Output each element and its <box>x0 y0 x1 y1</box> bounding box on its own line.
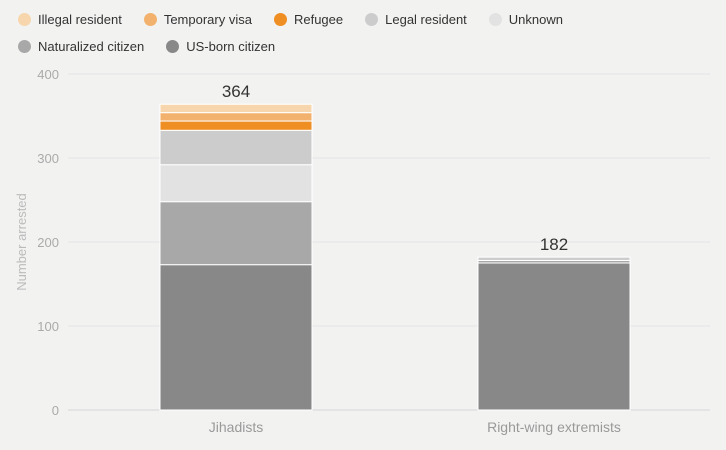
y-tick-label-300: 300 <box>37 151 59 166</box>
legend-label-illegal-resident: Illegal resident <box>38 12 122 27</box>
legend-label-legal-resident: Legal resident <box>385 12 467 27</box>
legend-label-temporary-visa: Temporary visa <box>163 12 252 27</box>
legend-item-temporary-visa: Temporary visa <box>143 12 252 27</box>
legend-swatch-us-born-citizen <box>166 40 180 53</box>
x-tick-label-jihadists: Jihadists <box>209 419 263 435</box>
bar-segment-jihadists-unknown <box>159 164 313 203</box>
total-label-right-wing-extremists: 182 <box>540 235 568 254</box>
y-axis-label: Number arrested <box>14 193 29 291</box>
legend-swatch-temporary-visa <box>143 13 157 26</box>
legend-label-naturalized-citizen: Naturalized citizen <box>38 39 145 54</box>
y-tick-label-200: 200 <box>37 235 59 250</box>
legend-item-refugee: Refugee <box>273 12 344 27</box>
y-tick-label-100: 100 <box>37 319 59 334</box>
legend-swatch-legal-resident <box>365 13 379 26</box>
total-label-jihadists: 364 <box>222 82 250 101</box>
legend-swatch-illegal-resident <box>18 13 31 26</box>
bar-segment-jihadists-illegal-resident <box>159 103 313 114</box>
legend-item-legal-resident: Legal resident <box>365 12 467 27</box>
bar-segment-jihadists-temporary-visa <box>159 112 313 122</box>
legend-item-unknown: Unknown <box>488 12 563 27</box>
legend-item-naturalized-citizen: Naturalized citizen <box>18 39 144 54</box>
bar-segment-jihadists-legal-resident <box>159 129 313 166</box>
legend: Illegal resident Temporary visa Refugee Leg… <box>18 12 718 54</box>
legend-label-refugee: Refugee <box>293 12 344 27</box>
x-tick-label-right-wing-extremists: Right-wing extremists <box>487 419 621 435</box>
bar-segment-right-wing-extremists-us-born-citizen <box>477 262 631 411</box>
legend-swatch-unknown <box>488 13 502 26</box>
bar-segment-right-wing-extremists-legal-resident <box>477 256 631 261</box>
bar-segment-jihadists-naturalized-citizen <box>159 201 313 266</box>
bar-segment-jihadists-us-born-citizen <box>159 264 313 411</box>
bar-segment-jihadists-refugee <box>159 120 313 131</box>
y-tick-label-0: 0 <box>52 403 59 418</box>
legend-label-us-born-citizen: US-born citizen <box>186 39 276 54</box>
legend-swatch-naturalized-citizen <box>18 40 31 53</box>
y-tick-label-400: 400 <box>37 67 59 82</box>
legend-swatch-refugee <box>273 13 287 26</box>
legend-item-us-born-citizen: US-born citizen <box>166 39 275 54</box>
legend-label-unknown: Unknown <box>508 12 563 27</box>
legend-item-illegal-resident: Illegal resident <box>18 12 122 27</box>
